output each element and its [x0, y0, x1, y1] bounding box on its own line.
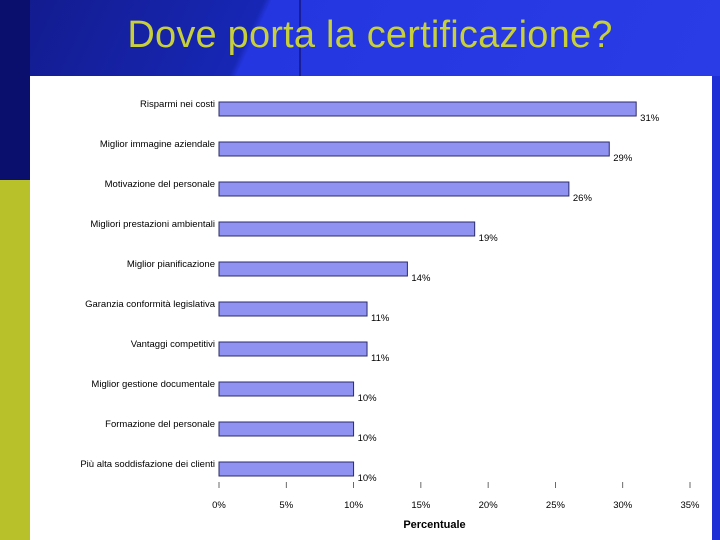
category-label-0: Risparmi nei costi — [140, 99, 215, 110]
category-label-3: Migliori prestazioni ambientali — [90, 219, 215, 230]
title-bar-divider — [299, 0, 301, 76]
tick-label-2: 10% — [344, 500, 364, 511]
bar-2 — [218, 181, 570, 197]
value-label-9: 10% — [358, 473, 378, 484]
bar-6 — [218, 341, 368, 357]
bar-4 — [218, 261, 408, 277]
value-label-3: 19% — [479, 233, 499, 244]
category-label-8: Formazione del personale — [105, 419, 215, 430]
bar-5 — [218, 301, 368, 317]
value-label-8: 10% — [358, 433, 378, 444]
value-label-2: 26% — [573, 193, 593, 204]
x-axis-title: Percentuale — [403, 519, 465, 531]
category-label-9: Più alta soddisfazione dei clienti — [80, 459, 215, 470]
tick-label-3: 15% — [411, 500, 431, 511]
category-label-2: Motivazione del personale — [105, 179, 215, 190]
value-label-7: 10% — [358, 393, 378, 404]
value-label-0: 31% — [640, 113, 660, 124]
value-label-6: 11% — [371, 353, 390, 364]
title-bar-background — [0, 0, 720, 76]
bar-chart: Risparmi nei costi 31% Miglior immagine az… — [80, 99, 700, 531]
bar-3 — [218, 221, 476, 237]
left-accent-navy — [0, 0, 30, 180]
category-label-1: Miglior immagine aziendale — [100, 139, 215, 150]
category-label-5: Garanzia conformità legislativa — [85, 299, 216, 310]
bar-9 — [218, 461, 355, 477]
value-label-1: 29% — [613, 153, 633, 164]
chart-panel: Risparmi nei costi 31% Miglior immagine az… — [30, 76, 712, 540]
tick-label-0: 0% — [212, 500, 226, 511]
slide-title: Dove porta la certificazione? — [127, 14, 613, 56]
tick-label-5: 25% — [546, 500, 566, 511]
bar-0 — [218, 101, 637, 117]
tick-label-4: 20% — [479, 500, 499, 511]
value-label-5: 11% — [371, 313, 390, 324]
bar-7 — [218, 381, 355, 397]
tick-label-6: 30% — [613, 500, 633, 511]
category-label-6: Vantaggi competitivi — [131, 339, 215, 350]
bar-1 — [218, 141, 610, 157]
tick-label-1: 5% — [279, 500, 293, 511]
value-label-4: 14% — [411, 273, 431, 284]
category-label-7: Miglior gestione documentale — [91, 379, 215, 390]
bar-8 — [218, 421, 355, 437]
tick-label-7: 35% — [680, 500, 700, 511]
category-label-4: Miglior pianificazione — [127, 259, 215, 270]
left-accent-olive — [0, 180, 30, 540]
